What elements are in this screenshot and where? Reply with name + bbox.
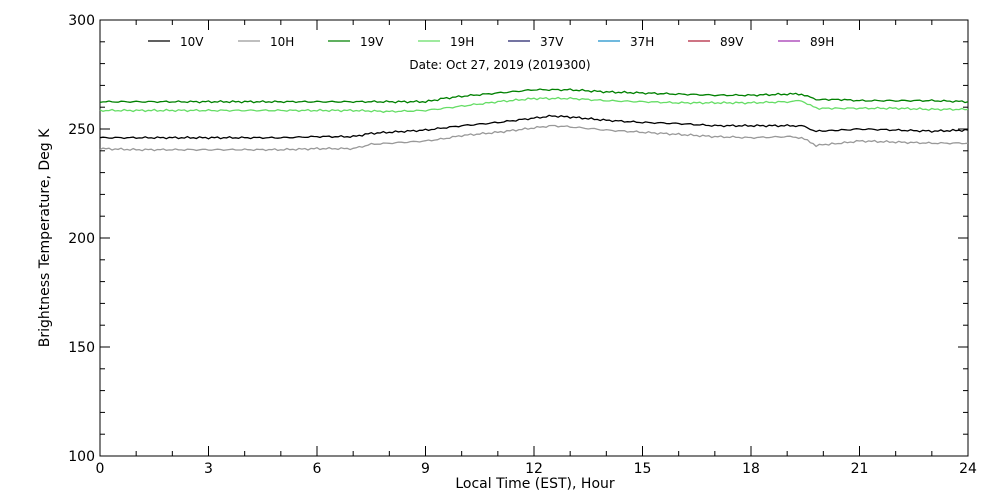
x-tick-label: 15 <box>634 461 652 477</box>
y-tick-label: 200 <box>68 231 95 247</box>
y-tick-label: 250 <box>68 122 95 138</box>
legend-label-10h: 10H <box>270 35 294 49</box>
x-tick-label: 12 <box>525 461 543 477</box>
x-tick-label: 3 <box>204 461 213 477</box>
legend-label-10v: 10V <box>180 35 204 49</box>
x-tick-label: 0 <box>96 461 105 477</box>
x-tick-label: 24 <box>959 461 977 477</box>
x-tick-label: 6 <box>313 461 322 477</box>
legend-label-37v: 37V <box>540 35 564 49</box>
y-axis-label: Brightness Temperature, Deg K <box>37 128 53 347</box>
legend-label-89h: 89H <box>810 35 834 49</box>
x-axis-label: Local Time (EST), Hour <box>455 476 615 492</box>
plot-frame <box>99 19 969 457</box>
x-tick-label: 21 <box>851 461 869 477</box>
axis-ticks: 0 3 6 9 12 15 18 21 24 100 150 200 250 300 <box>68 13 977 477</box>
legend-label-89v: 89V <box>720 35 744 49</box>
y-tick-label: 100 <box>68 449 95 465</box>
series-line-10v <box>99 114 969 140</box>
series-line-10h <box>99 124 969 152</box>
series-lines <box>99 88 969 152</box>
series-line-19h <box>99 96 969 114</box>
x-tick-label: 9 <box>421 461 430 477</box>
series-line-19v <box>99 88 969 104</box>
legend-label-19v: 19V <box>360 35 384 49</box>
legend: 10V 10H 19V 19H 37V 37H 89V 89H <box>148 35 834 49</box>
date-annotation: Date: Oct 27, 2019 (2019300) <box>409 58 590 72</box>
y-tick-label: 300 <box>68 13 95 29</box>
legend-label-19h: 19H <box>450 35 474 49</box>
legend-label-37h: 37H <box>630 35 654 49</box>
y-tick-label: 150 <box>68 340 95 356</box>
x-tick-label: 18 <box>742 461 760 477</box>
